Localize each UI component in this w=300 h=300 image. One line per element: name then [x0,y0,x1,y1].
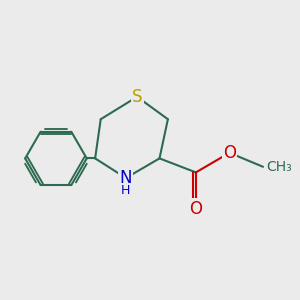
Text: O: O [189,200,203,218]
Text: S: S [132,88,142,106]
Text: N: N [120,169,132,187]
Text: O: O [223,144,236,162]
Text: CH₃: CH₃ [266,160,292,174]
Text: H: H [121,184,130,197]
